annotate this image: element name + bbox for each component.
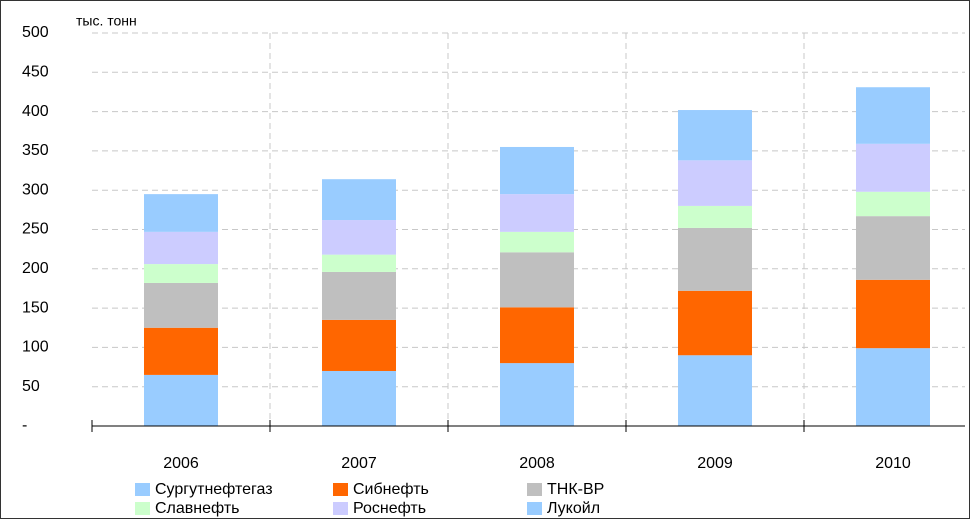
y-tick-label: 250 [22,221,49,238]
bar-segment [500,252,574,308]
bar-segment [856,279,930,349]
bar-segment [678,160,752,206]
bar-segment [144,374,218,426]
bar-segment [144,282,218,328]
x-tick-label: 2009 [697,455,733,472]
bar-segment [144,327,218,375]
bar-segment [322,179,396,221]
bar-segment [678,110,752,161]
legend-label: Лукойл [547,500,600,517]
y-tick-label: 350 [22,142,49,159]
y-tick-label: - [22,417,27,434]
legend-label: Сургутнефтегаз [155,481,273,498]
bar-segment [322,319,396,371]
legend-label: Сибнефть [353,481,429,498]
legend-label: Славнефть [155,500,240,517]
legend-swatch [135,502,150,515]
bar-segment [856,143,930,192]
y-tick-label: 450 [22,64,49,81]
bar-segment [678,227,752,291]
y-tick-label: 50 [22,378,40,395]
bar-segment [322,271,396,320]
legend-swatch [333,502,348,515]
bar-segment [500,363,574,426]
bar-segment [678,205,752,228]
y-tick-label: 200 [22,260,49,277]
bar-segment [500,307,574,364]
x-tick-label: 2008 [519,455,555,472]
legend-swatch [527,483,542,496]
x-tick-label: 2007 [341,455,377,472]
legend-label: Роснефть [353,500,426,517]
bar-segment [856,348,930,426]
bar-segment [322,254,396,272]
y-unit-label: тыс. тонн [76,13,137,29]
bar-segment [856,191,930,217]
bar-segment [500,231,574,253]
bar-segment [856,216,930,280]
bar-segment [678,355,752,426]
y-tick-label: 100 [22,339,49,356]
y-tick-label: 150 [22,299,49,316]
bar-segment [322,220,396,255]
y-tick-label: 300 [22,181,49,198]
bar-segment [500,146,574,195]
bar-segment [322,370,396,426]
bar-segment [500,194,574,232]
bar-segment [856,87,930,144]
bar-segment [144,231,218,265]
legend-label: ТНК-ВР [547,481,604,498]
legend-swatch [527,502,542,515]
x-tick-label: 2006 [163,455,199,472]
y-tick-label: 500 [22,24,49,41]
legend-swatch [135,483,150,496]
bar-segment [678,290,752,356]
bar-segment [144,194,218,232]
x-tick-label: 2010 [875,455,911,472]
bar-segment [144,264,218,283]
legend-swatch [333,483,348,496]
y-tick-label: 400 [22,103,49,120]
